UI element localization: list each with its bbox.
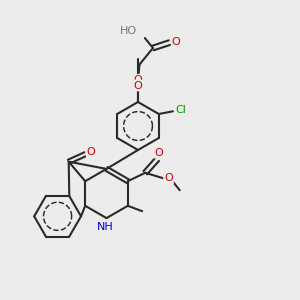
Text: O: O [87, 147, 96, 157]
Text: O: O [172, 37, 181, 47]
Text: O: O [133, 80, 142, 91]
Text: Cl: Cl [176, 105, 186, 116]
Text: HO: HO [120, 26, 137, 36]
Text: O: O [134, 75, 142, 85]
Text: NH: NH [97, 221, 113, 232]
Text: O: O [164, 173, 173, 183]
Text: O: O [154, 148, 163, 158]
